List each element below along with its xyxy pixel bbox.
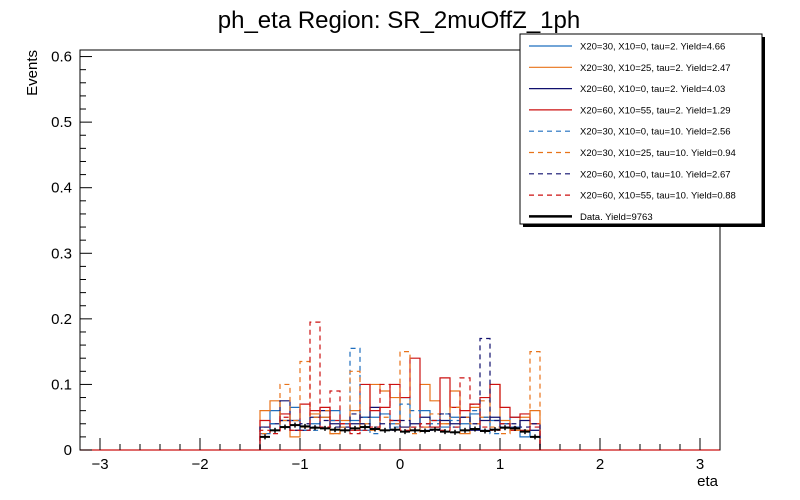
legend-label: X20=60, X10=0, tau=10. Yield=2.67 [580, 169, 731, 180]
data-point [280, 424, 290, 430]
data-point [330, 427, 340, 433]
legend-entry: X20=60, X10=55, tau=2. Yield=1.29 [529, 105, 731, 116]
histogram-series-7 [259, 337, 541, 450]
legend-entry: X20=30, X10=0, tau=2. Yield=4.66 [529, 42, 725, 53]
data-point [430, 427, 440, 433]
data-point [300, 423, 310, 429]
legend-label: X20=60, X10=0, tau=2. Yield=4.03 [580, 84, 725, 95]
legend-entry: Data. Yield=9763 [529, 212, 653, 223]
legend-entry: X20=30, X10=25, tau=2. Yield=2.47 [529, 63, 731, 74]
axes: −3 −2 −1 0 1 2 3 0 0.1 0.2 0.3 0.4 0.5 0.6 [51, 49, 721, 473]
data-point [440, 429, 450, 435]
chart-title: ph_eta Region: SR_2muOffZ_1ph [218, 7, 580, 34]
data-point [360, 424, 370, 430]
legend-label: X20=30, X10=25, tau=10. Yield=0.94 [580, 148, 736, 159]
series-layer [80, 321, 720, 451]
legend: X20=30, X10=0, tau=2. Yield=4.66 X20=30, … [519, 33, 765, 227]
legend-label: X20=30, X10=0, tau=10. Yield=2.56 [580, 127, 731, 138]
legend-box [519, 33, 763, 225]
x-tick-label: −3 [91, 456, 108, 473]
data-point [350, 425, 360, 431]
legend-label: X20=30, X10=25, tau=2. Yield=2.47 [580, 63, 731, 74]
data-point [380, 427, 390, 433]
y-tick-label: 0.2 [51, 311, 72, 328]
data-point [260, 434, 270, 440]
legend-label: X20=30, X10=0, tau=2. Yield=4.66 [580, 42, 725, 53]
data-point [410, 427, 420, 433]
legend-entry: X20=60, X10=55, tau=10. Yield=0.88 [529, 191, 736, 202]
data-point [420, 428, 430, 434]
y-tick-label: 0.1 [51, 376, 72, 393]
y-axis-label: Events [24, 50, 41, 96]
x-tick-label: 2 [596, 456, 604, 473]
legend-entry: X20=30, X10=25, tau=10. Yield=0.94 [529, 148, 736, 159]
x-tick-label: 3 [696, 456, 704, 473]
data-point [520, 429, 530, 435]
data-point [270, 427, 280, 433]
data-point [320, 425, 330, 431]
x-tick-label: −1 [291, 456, 308, 473]
legend-entry: X20=60, X10=0, tau=2. Yield=4.03 [529, 84, 725, 95]
x-tick-label: 1 [496, 456, 504, 473]
x-tick-label: 0 [396, 456, 404, 473]
data-point [400, 429, 410, 435]
data-point [390, 427, 400, 433]
y-tick-label: 0.3 [51, 245, 72, 262]
x-axis-label: eta [697, 473, 719, 490]
data-point [460, 427, 470, 433]
data-point [370, 426, 380, 432]
histogram-series-5 [259, 347, 541, 450]
data-point [530, 434, 540, 440]
data-point [310, 425, 320, 431]
data-point [510, 425, 520, 431]
x-tick-label: −2 [191, 456, 208, 473]
y-tick-label: 0 [64, 442, 72, 459]
data-point [490, 427, 500, 433]
legend-label: Data. Yield=9763 [580, 212, 653, 223]
data-point [450, 429, 460, 435]
legend-entry: X20=30, X10=0, tau=10. Yield=2.56 [529, 127, 731, 138]
data-point [290, 422, 300, 428]
histogram-series-4 [259, 357, 541, 450]
data-point [480, 428, 490, 434]
y-tick-label: 0.4 [51, 180, 72, 197]
legend-label: X20=60, X10=55, tau=2. Yield=1.29 [580, 105, 731, 116]
data-point [470, 426, 480, 432]
y-tick-label: 0.5 [51, 114, 72, 131]
data-point [340, 427, 350, 433]
data-point [500, 425, 510, 431]
legend-label: X20=60, X10=55, tau=10. Yield=0.88 [580, 191, 736, 202]
y-tick-label: 0.6 [51, 49, 72, 66]
legend-entry: X20=60, X10=0, tau=10. Yield=2.67 [529, 169, 731, 180]
